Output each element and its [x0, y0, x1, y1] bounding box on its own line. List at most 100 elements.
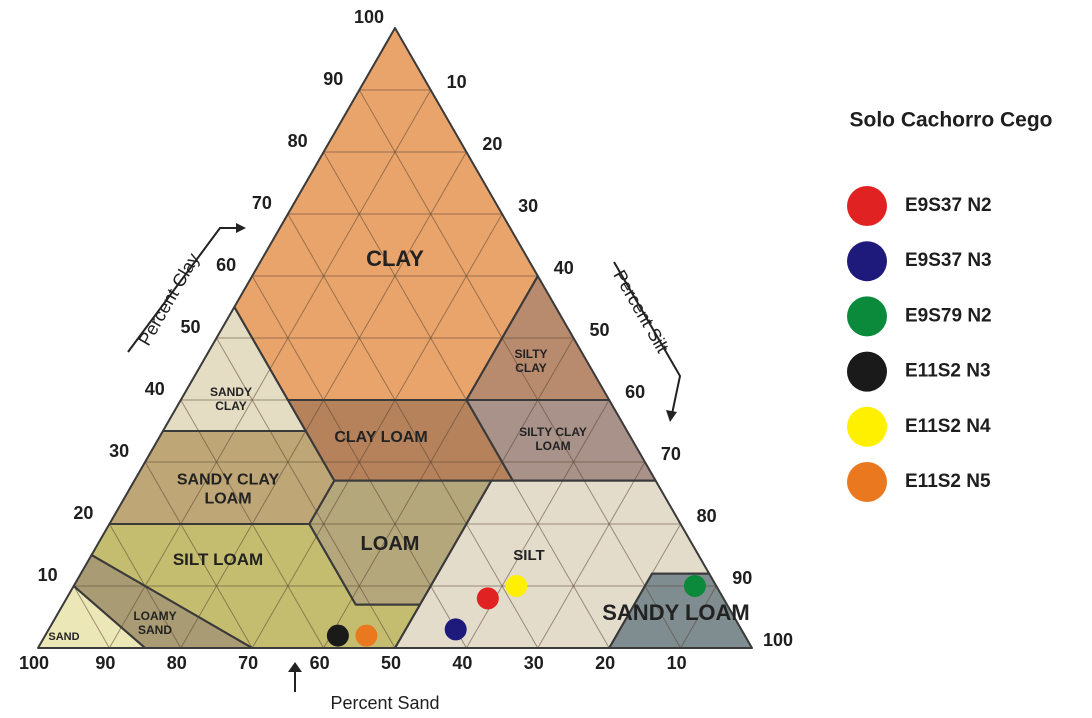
region-label-line: SAND [48, 631, 79, 643]
clay-tick-label: 100 [354, 7, 384, 27]
region-label-line: LOAM [204, 491, 251, 508]
region-label-line: SILTY [514, 347, 547, 361]
region-label-line: LOAMY [133, 609, 176, 623]
region-label-line: SAND [138, 623, 172, 637]
region-label-line: SILT [513, 547, 544, 564]
sand-tick-label: 100 [19, 653, 49, 673]
region-label: SILT [513, 547, 544, 564]
grid-line [358, 89, 682, 649]
silt-tick-label: 50 [589, 320, 609, 340]
grid-line [251, 213, 503, 649]
region-border [608, 572, 753, 649]
legend-swatch [847, 462, 887, 502]
clay-tick-label: 50 [180, 317, 200, 337]
legend: E9S37 N2 E9S37 N3 E9S79 N2 E11S2 N3 E11S2 N4… [847, 186, 992, 502]
region-label: SANDY CLAY [210, 385, 252, 413]
legend-title: Solo Cachorro Cego [849, 109, 1052, 132]
region-label-line: LOAM [535, 439, 570, 453]
silt-tick-label: 60 [625, 382, 645, 402]
grid-line [216, 337, 396, 649]
tick-labels: 10 20 30 40 50 60 70 80 90 100 10 20 30 40 50 60 70 80 90 1… [19, 7, 793, 673]
axis-arrow [127, 227, 240, 353]
axis-title: Percent Silt [609, 267, 672, 357]
data-point [326, 624, 349, 647]
grid-line [680, 585, 717, 649]
clay-tick-label: 90 [323, 69, 343, 89]
legend-label: E9S37 N2 [905, 195, 992, 216]
silt-tick-label: 100 [763, 630, 793, 650]
region [109, 431, 335, 524]
legend-label: E11S2 N5 [905, 471, 991, 492]
sand-tick-label: 60 [310, 653, 330, 673]
region-label: SAND [48, 631, 79, 643]
axis-arrow [613, 261, 682, 415]
legend-label: E9S37 N3 [905, 250, 992, 271]
points [326, 575, 706, 647]
silt-tick-label: 20 [482, 134, 502, 154]
silt-tick-label: 70 [661, 444, 681, 464]
axis-arrowhead [236, 223, 246, 233]
axis-arrowhead [666, 410, 677, 422]
region [309, 480, 492, 605]
clay-tick-label: 30 [109, 441, 129, 461]
legend-label: E11S2 N3 [905, 361, 991, 382]
sand-tick-label: 40 [452, 653, 472, 673]
legend-swatch [847, 351, 887, 392]
clay-tick-label: 80 [288, 131, 308, 151]
data-point [355, 624, 378, 647]
clay-tick-label: 60 [216, 255, 236, 275]
sand-tick-label: 90 [95, 653, 115, 673]
sand-tick-label: 30 [524, 653, 544, 673]
sand-tick-label: 50 [381, 653, 401, 673]
region-outlines [37, 27, 753, 649]
region-label-line: SILTY CLAY [519, 425, 587, 439]
silt-tick-label: 10 [447, 72, 467, 92]
region-label: SILT LOAM [173, 550, 263, 569]
region-label-line: CLAY LOAM [334, 429, 427, 446]
region-label: SILTY CLAY LOAM [519, 425, 587, 453]
region-label-line: CLAY [366, 246, 424, 271]
region [73, 555, 253, 648]
region-label: LOAMY SAND [133, 609, 176, 637]
sand-tick-label: 20 [595, 653, 615, 673]
region-label: CLAY LOAM [334, 429, 427, 446]
clay-tick-label: 10 [38, 565, 58, 585]
legend-swatch [847, 186, 887, 226]
region-label-line: SANDY LOAM [602, 600, 750, 625]
legend-label: E9S79 N2 [905, 305, 992, 326]
grid-line [144, 461, 253, 649]
grid-line [537, 461, 646, 649]
region-label-line: CLAY [515, 361, 547, 375]
region-label-line: SANDY CLAY [177, 472, 280, 489]
data-point [476, 587, 499, 610]
region [609, 573, 752, 648]
clay-tick-label: 20 [73, 503, 93, 523]
silt-tick-label: 40 [554, 258, 574, 278]
region-label: SILTY CLAY [514, 347, 547, 375]
legend-swatch [847, 406, 887, 447]
region-label-line: LOAM [361, 533, 420, 555]
legend-swatch [847, 241, 887, 282]
region-label-line: SANDY [210, 385, 252, 399]
axis-arrowhead [288, 662, 302, 672]
region-label-line: SILT LOAM [173, 550, 263, 569]
region-label: LOAM [361, 533, 420, 555]
region-label: CLAY [366, 246, 424, 271]
axis-title: Percent Sand [330, 693, 439, 713]
silt-tick-label: 80 [697, 506, 717, 526]
sand-tick-label: 10 [667, 653, 687, 673]
region-label: SANDY CLAY LOAM [177, 472, 280, 508]
silt-tick-label: 30 [518, 196, 538, 216]
legend-label: E11S2 N4 [905, 416, 991, 437]
region [287, 400, 513, 481]
clay-tick-label: 70 [252, 193, 272, 213]
region-border [37, 585, 147, 649]
sand-tick-label: 70 [238, 653, 258, 673]
grid-line [73, 585, 110, 649]
silt-tick-label: 90 [732, 568, 752, 588]
clay-tick-label: 40 [145, 379, 165, 399]
legend-swatch [847, 296, 887, 337]
data-point [683, 575, 706, 597]
